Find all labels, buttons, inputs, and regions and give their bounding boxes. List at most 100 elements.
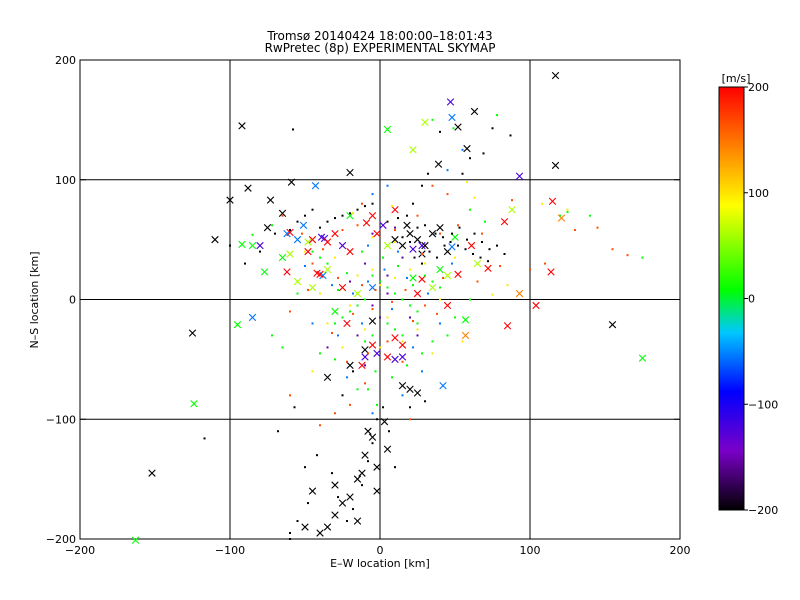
data-point-dot [427,292,429,295]
data-point-dot [424,274,426,277]
data-point-dot [356,334,359,337]
data-point-dot [371,274,374,277]
data-point-dot [296,292,299,295]
data-point-dot [431,118,434,121]
data-point-cross [331,229,339,238]
y-tick-label: −100 [46,413,76,426]
data-point-dot [446,193,449,196]
data-point-cross [283,268,291,276]
data-point-dot [341,214,344,217]
data-point-cross [299,221,308,229]
data-point-cross [346,247,354,256]
data-point-dot [383,268,386,271]
data-point-dot [361,250,363,253]
data-point-cross [484,264,492,273]
data-point-cross [391,205,399,214]
data-point-dot [349,304,351,307]
data-point-dot [439,322,441,325]
data-point-dot [431,280,434,283]
data-point-dot [304,466,306,469]
data-point-dot [391,300,393,303]
data-point-dot [436,312,438,315]
data-point-dot [371,308,374,311]
data-point-dot [391,308,393,311]
data-point-cross [361,346,369,354]
data-point-cross [439,382,447,390]
data-point-dot [391,376,393,379]
data-point-cross [368,433,377,441]
data-point-dot [409,268,411,271]
data-point-cross [380,417,389,426]
data-point-dot [274,232,276,235]
data-point-dot [406,214,408,217]
data-point-dot [589,214,591,217]
data-point-dot [421,262,423,265]
data-point-cross [500,217,509,226]
data-point-dot [401,236,404,239]
data-point-cross [406,229,414,238]
data-point-cross [331,307,339,316]
data-point-cross [383,125,392,134]
data-point-dot [574,229,576,232]
data-point-dot [544,262,546,265]
data-point-cross [308,487,317,495]
data-point-dot [361,484,363,487]
data-point-cross [398,353,407,361]
data-point-dot [454,256,456,259]
data-point-dot [394,292,396,295]
data-point-dot [496,244,498,247]
data-point-dot [316,454,318,457]
data-point-dot [356,224,359,227]
data-point-dot [461,148,464,151]
data-point-cross [436,223,444,232]
data-point-cross [547,268,555,276]
data-point-cross [188,329,197,337]
data-point-cross [148,469,156,477]
data-point-dot [413,256,416,259]
data-point-dot [451,232,453,235]
data-point-dot [424,304,426,307]
data-point-dot [382,256,384,259]
data-point-cross [331,481,339,489]
data-point-dot [469,298,471,301]
data-point-dot [454,316,456,319]
colorbar-gradient [719,87,744,510]
data-point-dot [356,208,359,211]
data-point-cross [470,107,479,116]
data-point-dot [394,276,396,279]
data-point-dot [367,280,369,283]
data-point-dot [289,310,291,313]
y-tick-label: 0 [69,294,76,307]
x-tick-label: 200 [670,544,691,557]
data-point-dot [341,244,344,247]
data-point-cross [473,259,482,268]
data-point-dot [289,532,291,535]
data-point-dot [244,262,246,265]
data-point-cross [358,469,366,477]
data-point-cross [316,529,324,537]
data-point-dot [401,340,404,343]
data-point-dot [406,364,408,367]
colorbar-tick-label: −100 [748,398,778,411]
data-point-dot [364,205,366,208]
data-point-dot [409,241,411,244]
data-point-dot [229,244,231,247]
data-point-dot [371,334,374,337]
data-point-dot [289,229,291,232]
data-point-cross [515,172,524,180]
data-point-dot [296,520,299,523]
data-point-cross [446,98,455,106]
data-point-cross [233,320,242,329]
data-point-dot [361,202,363,205]
data-point-dot [481,241,483,244]
data-point-dot [334,322,336,325]
data-point-dot [386,322,389,325]
data-point-dot [304,250,306,253]
data-point-dot [307,288,309,291]
data-point-cross [361,451,369,459]
x-axis-ticks: −200 −100 0 100 200 [65,60,691,557]
data-point-cross [248,241,257,250]
data-point-cross [403,221,411,229]
data-point-dot [311,262,314,265]
data-point-dot [364,364,366,367]
